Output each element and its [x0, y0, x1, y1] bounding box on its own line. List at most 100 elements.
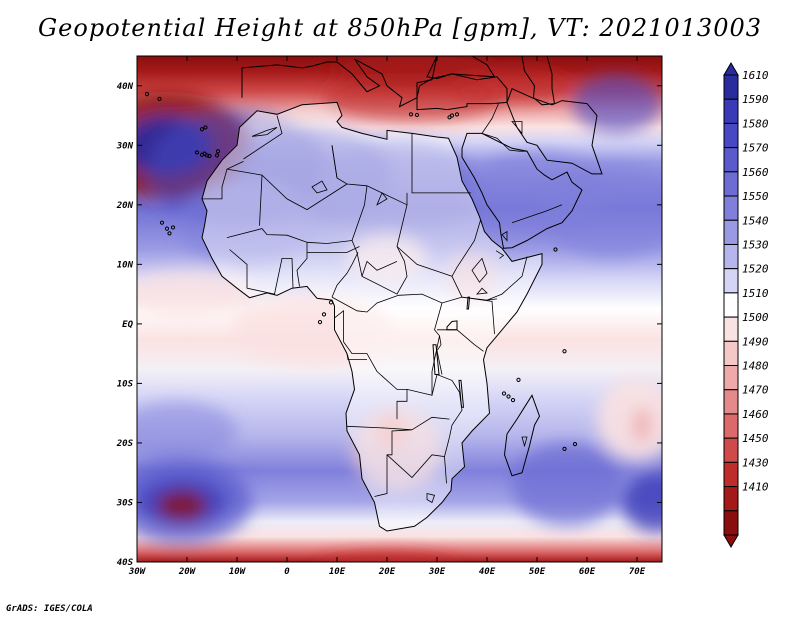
colorbar-swatch: [723, 122, 739, 149]
island-outline: [447, 115, 452, 120]
colorbar-label: 1500: [742, 311, 769, 324]
latitude-label: 30N: [116, 141, 134, 151]
lake-outline: [458, 379, 465, 408]
longitude-label: 10W: [229, 567, 247, 577]
terrain-contour: [501, 230, 508, 242]
longitude-label: 10E: [329, 567, 346, 577]
country-border: [307, 246, 360, 253]
country-border: [451, 276, 495, 335]
height-anomalies: [137, 56, 662, 562]
colorbar-label: 1560: [742, 166, 769, 179]
country-border: [346, 425, 413, 497]
colorbar-swatch: [723, 268, 739, 294]
terrain-contour: [521, 436, 528, 448]
country-border: [226, 168, 348, 211]
island-outline: [510, 397, 516, 403]
country-border: [386, 454, 447, 484]
plot-frame: [136, 55, 663, 563]
colorbar-label: 1430: [742, 456, 769, 469]
colorbar-swatch: [723, 171, 739, 197]
country-border: [351, 185, 408, 295]
colorbar-swatch: [723, 413, 739, 439]
longitude-label: 0: [284, 567, 290, 577]
lake-outline: [466, 296, 471, 310]
island-outline: [516, 377, 521, 382]
latitude-label: 10N: [117, 260, 134, 270]
terrain-contour: [426, 492, 436, 504]
country-border: [411, 416, 450, 431]
longitude-label: 20E: [378, 567, 396, 577]
land-tint: [202, 102, 542, 532]
island-outline: [454, 112, 460, 117]
colorbar-bottom-cap: [723, 534, 739, 548]
madagascar-coastline: [503, 394, 541, 477]
longitude-label: 60E: [579, 567, 596, 577]
island-outline: [317, 319, 323, 325]
colorbar-label: 1590: [742, 93, 769, 106]
country-border: [481, 133, 527, 152]
colorbar-swatch: [723, 510, 739, 536]
island-outline: [164, 226, 170, 231]
longitude-label: 30E: [428, 567, 446, 577]
island-outline: [207, 153, 212, 159]
iran-coastline: [506, 88, 603, 175]
latitude-axis: 40N 30N 20N 10N EQ 10S 20S 30S 40S: [116, 82, 662, 568]
height-field: [137, 56, 662, 562]
latitude-label: 40S: [117, 558, 134, 568]
country-border: [306, 240, 353, 244]
longitude-label: 40E: [479, 567, 496, 577]
country-border: [346, 353, 367, 360]
height-anomaly: [512, 442, 622, 527]
island-outline: [144, 91, 150, 97]
grads-credit: GrADS: IGES/COLA: [6, 604, 93, 614]
island-outline: [408, 112, 414, 117]
colorbar-swatch: [723, 316, 739, 342]
colorbar-swatch: [723, 74, 739, 100]
longitude-label: 50E: [529, 567, 546, 577]
longitude-label: 20W: [178, 567, 197, 577]
colorbar-swatch: [723, 389, 739, 415]
country-border: [229, 249, 294, 295]
island-outline: [562, 349, 567, 354]
latitude-label: 20S: [116, 439, 134, 449]
country-border: [396, 220, 481, 277]
colorbar-label: 1580: [742, 117, 769, 130]
colorbar-swatch: [723, 437, 739, 463]
island-outline: [203, 125, 208, 130]
latitude-label: 30S: [116, 498, 134, 508]
colorbar-label: 1490: [742, 335, 769, 348]
colorbar-label: 1540: [742, 214, 769, 227]
terrain-contour: [476, 287, 488, 295]
colorbar-swatch: [723, 340, 739, 367]
colorbar-label: 1410: [742, 481, 769, 494]
island-outline: [501, 391, 507, 396]
island-outline: [194, 150, 200, 155]
country-border: [411, 133, 471, 194]
caspian-coastline: [521, 56, 556, 106]
colorbar-swatch: [723, 292, 739, 318]
terrain-contour: [376, 192, 388, 206]
colorbar-swatch: [723, 365, 739, 391]
latitude-label: 20N: [116, 201, 134, 211]
colorbar-label: 1470: [742, 384, 769, 397]
africa-coastline: [201, 101, 543, 532]
colorbar-label: 1610: [742, 69, 769, 82]
country-border: [202, 161, 244, 200]
latitude-label: EQ: [122, 320, 133, 330]
height-anomaly: [177, 181, 317, 265]
country-border: [361, 260, 398, 277]
height-anomaly: [317, 139, 477, 235]
country-border: [259, 175, 263, 226]
height-anomaly: [622, 472, 662, 533]
country-border: [226, 228, 308, 287]
island-outline: [159, 220, 165, 225]
colorbar-swatch: [723, 195, 739, 221]
colorbar-swatch: [723, 243, 739, 270]
country-border: [331, 252, 359, 298]
colorbar-label: 1460: [742, 408, 769, 421]
island-outline: [199, 127, 205, 132]
height-anomaly: [632, 407, 652, 443]
island-outline: [215, 149, 221, 154]
island-outline: [328, 300, 334, 305]
